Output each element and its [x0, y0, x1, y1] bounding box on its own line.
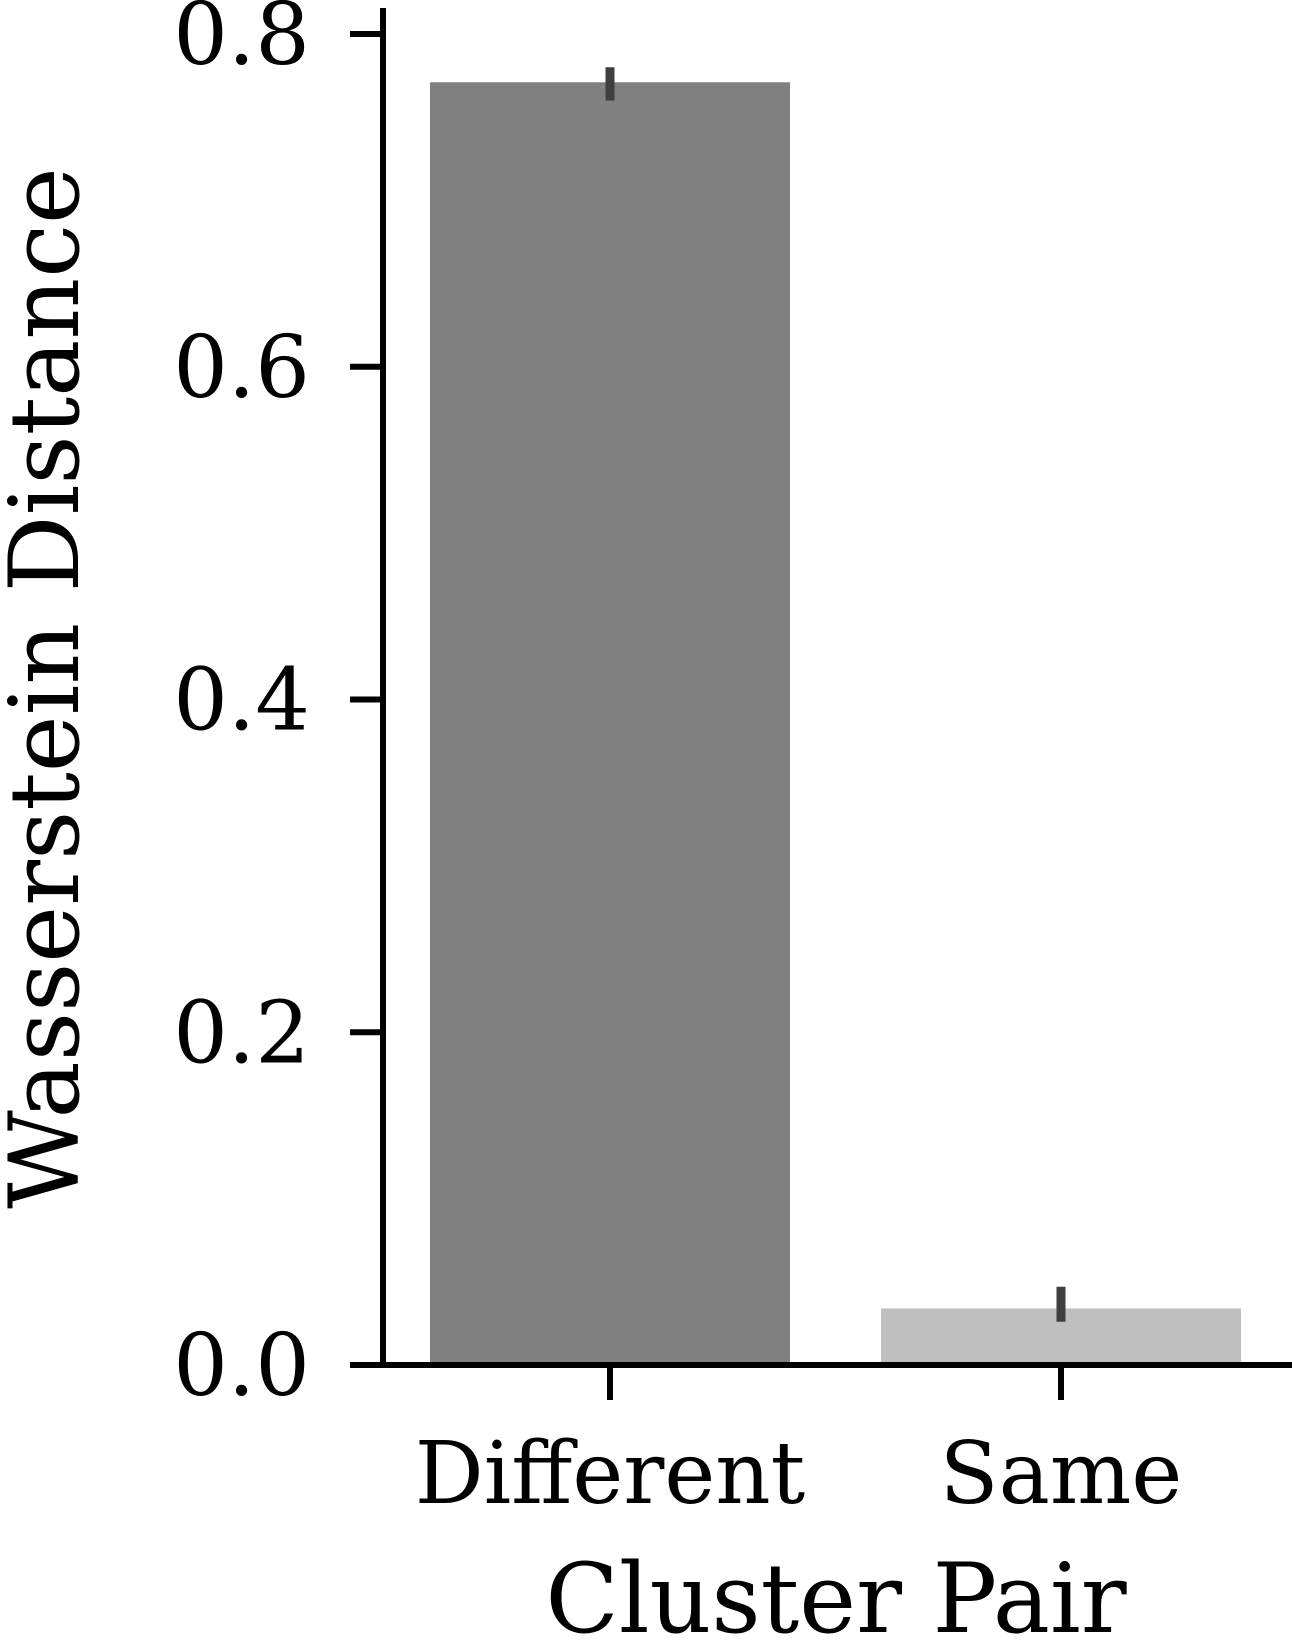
bars-layer	[430, 82, 1241, 1365]
y-tick-label: 0.2	[173, 983, 310, 1083]
x-axis-label: Cluster Pair	[545, 1543, 1126, 1646]
y-tick-label: 0.0	[173, 1316, 310, 1416]
bar-different	[430, 82, 790, 1365]
y-tick-label: 0.8	[173, 0, 310, 85]
y-tick-label: 0.4	[173, 651, 310, 751]
y-axis-label: Wasserstein Distance	[0, 167, 101, 1209]
x-tick-label-different: Different	[415, 1424, 805, 1524]
x-ticks: Different Same	[415, 1365, 1183, 1524]
y-ticks: 0.0 0.2 0.4 0.6 0.8	[173, 0, 383, 1416]
errorbars-layer	[605, 67, 1066, 1322]
axes-layer	[380, 8, 1292, 1368]
x-tick-label-same: Same	[940, 1424, 1183, 1524]
y-tick-label: 0.6	[173, 318, 310, 418]
